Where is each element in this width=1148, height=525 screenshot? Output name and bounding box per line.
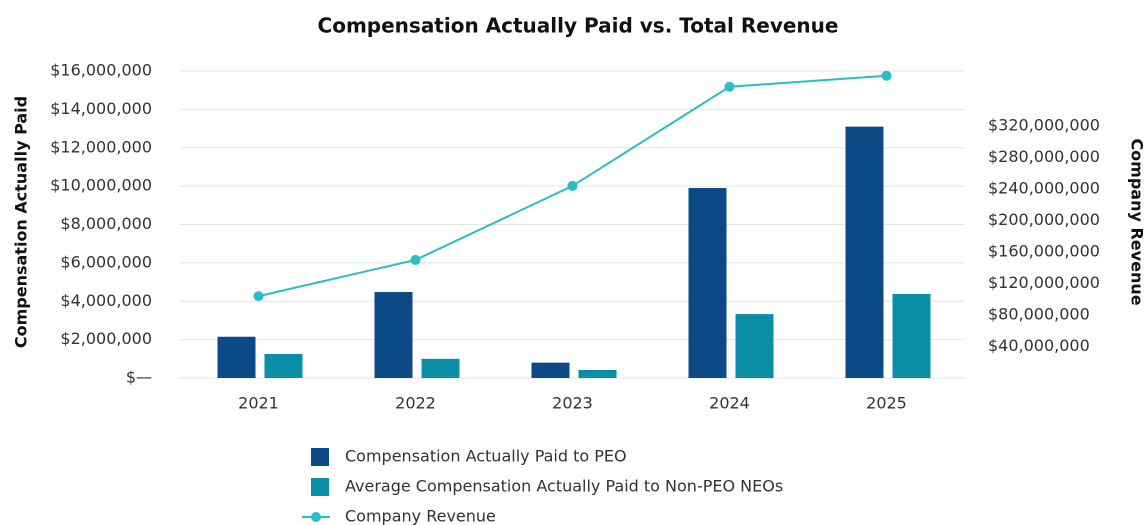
bar [578,369,617,378]
line-marker [410,254,421,265]
legend-label: Compensation Actually Paid to PEO [345,447,627,466]
y2-tick-label: $80,000,000 [988,305,1090,324]
y-tick-label: $6,000,000 [60,252,152,271]
bar [264,354,303,378]
y2-axis-title: Company Revenue [1128,138,1147,305]
y2-tick-label: $200,000,000 [988,210,1100,229]
bar [374,292,413,378]
y2-tick-label: $240,000,000 [988,179,1100,198]
bar [892,293,931,378]
legend-label: Company Revenue [345,507,496,525]
x-tick-label: 2022 [395,394,436,413]
bar [531,362,570,378]
legend-swatch [311,448,329,466]
x-tick-label: 2024 [709,394,750,413]
y-tick-label: $4,000,000 [60,291,152,310]
bar [217,336,256,378]
bar [735,314,774,378]
line-marker [567,180,578,191]
legend-marker [311,512,321,522]
x-tick-label: 2021 [238,394,279,413]
y-tick-label: $14,000,000 [50,99,152,118]
line-marker [253,291,264,302]
line-marker [724,81,735,92]
bar [688,188,727,378]
y-tick-label: $— [126,368,152,387]
y-tick-label: $16,000,000 [50,61,152,80]
y-tick-label: $10,000,000 [50,176,152,195]
legend-swatch [311,478,329,496]
y2-tick-label: $40,000,000 [988,336,1090,355]
legend-label: Average Compensation Actually Paid to No… [345,477,783,496]
y-tick-label: $2,000,000 [60,329,152,348]
y2-tick-label: $160,000,000 [988,242,1100,261]
x-tick-label: 2023 [552,394,593,413]
bar [845,126,884,378]
line-marker [881,70,892,81]
bar [421,358,460,378]
y-axis-title: Compensation Actually Paid [12,96,31,348]
y2-tick-label: $320,000,000 [988,116,1100,135]
y-tick-label: $12,000,000 [50,137,152,156]
y-tick-label: $8,000,000 [60,214,152,233]
x-tick-label: 2025 [866,394,907,413]
chart-title: Compensation Actually Paid vs. Total Rev… [318,14,839,38]
y2-tick-label: $120,000,000 [988,273,1100,292]
y2-tick-label: $280,000,000 [988,147,1100,166]
